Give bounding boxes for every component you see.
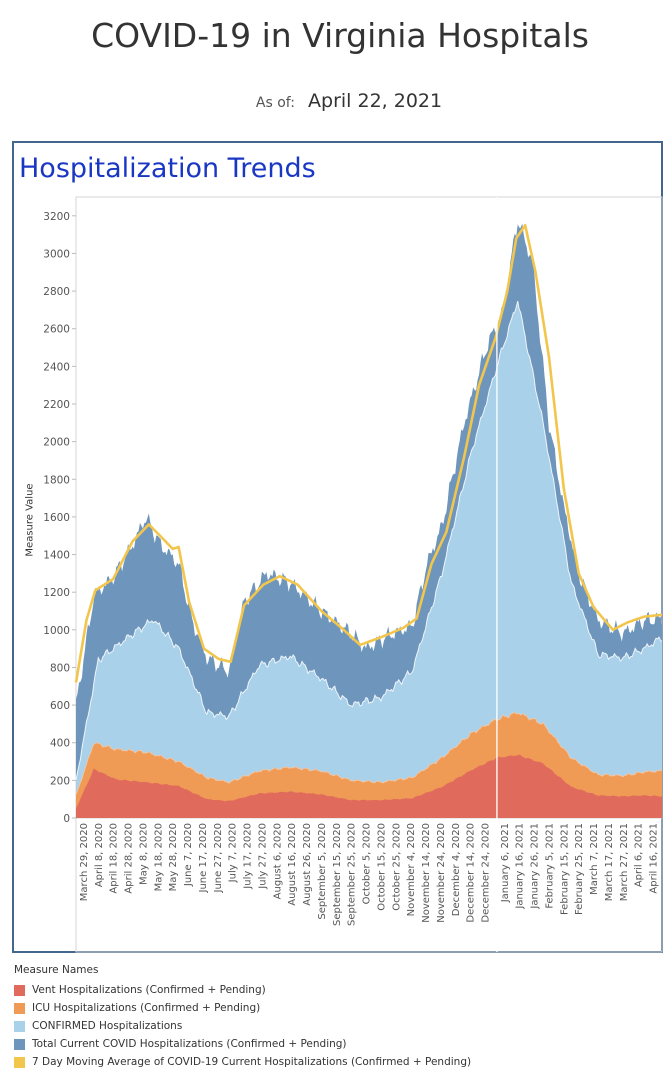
x-tick-label: January 26, 2021	[530, 823, 541, 910]
area-edge	[75, 300, 663, 780]
x-tick-label: March 27, 2021	[619, 823, 630, 901]
legend-item-vent[interactable]: Vent Hospitalizations (Confirmed + Pendi…	[14, 981, 471, 999]
y-tick-label: 1600	[43, 512, 70, 524]
x-tick-label: June 27, 2020	[213, 823, 224, 894]
legend-swatch	[14, 1002, 25, 1014]
legend-label: ICU Hospitalizations (Confirmed + Pendin…	[32, 1002, 261, 1014]
y-tick-label: 600	[50, 700, 70, 712]
y-tick-label: 1000	[43, 625, 70, 637]
y-tick-label: 2400	[43, 361, 70, 373]
x-tick-label: January 6, 2021	[500, 823, 511, 903]
y-tick-label: 400	[50, 738, 70, 750]
legend-title: Measure Names	[14, 964, 99, 976]
y-tick-label: 2600	[43, 324, 70, 336]
y-tick-label: 2000	[43, 437, 70, 449]
legend: Measure Names Vent Hospitalizations (Con…	[14, 964, 471, 1071]
as-of-line: As of: April 22, 2021	[0, 90, 671, 112]
x-tick-label: March 17, 2021	[604, 823, 615, 901]
y-tick-label: 1800	[43, 474, 70, 486]
x-tick-label: April 18, 2020	[109, 823, 120, 894]
y-tick-label: 800	[50, 662, 70, 674]
x-tick-label: August 6, 2020	[272, 823, 283, 899]
area-confirmed	[76, 301, 662, 819]
x-tick-label: December 24, 2020	[481, 823, 492, 923]
x-tick-label: October 15, 2020	[376, 823, 387, 911]
x-tick-label: November 4, 2020	[406, 823, 417, 916]
x-tick-label: April 6, 2021	[634, 823, 645, 887]
x-tick-label: March 29, 2020	[79, 823, 90, 901]
legend-swatch	[14, 1056, 25, 1068]
y-tick-label: 1200	[43, 587, 70, 599]
legend-item-moving-average[interactable]: 7 Day Moving Average of COVID-19 Current…	[14, 1053, 471, 1071]
x-tick-label: August 26, 2020	[302, 823, 313, 906]
moving-average-line	[74, 223, 663, 683]
x-tick-label: April 16, 2021	[649, 823, 660, 894]
x-tick-label: June 17, 2020	[198, 823, 209, 894]
x-tick-label: June 7, 2020	[183, 823, 194, 887]
legend-label: CONFIRMED Hospitalizations	[32, 1020, 183, 1032]
legend-item-icu[interactable]: ICU Hospitalizations (Confirmed + Pendin…	[14, 999, 471, 1017]
x-tick-label: July 7, 2020	[228, 823, 239, 883]
x-tick-label: December 14, 2020	[466, 823, 477, 923]
x-tick-label: September 15, 2020	[332, 823, 343, 926]
x-tick-label: April 8, 2020	[94, 823, 105, 887]
hospitalization-chart: 0 200 400 600 800 1000 1200 1400 1600 1800 2000 220…	[43, 196, 663, 953]
x-tick-label: February 15, 2021	[559, 823, 570, 915]
legend-swatch	[14, 984, 25, 996]
legend-swatch	[14, 1038, 25, 1050]
x-tick-label: July 27, 2020	[257, 823, 268, 890]
x-tick-label: March 7, 2021	[589, 823, 600, 895]
x-tick-label: September 5, 2020	[317, 823, 328, 920]
y-tick-label: 3200	[43, 211, 70, 223]
x-tick-label: May 8, 2020	[138, 823, 149, 885]
x-tick-label: May 28, 2020	[168, 823, 179, 891]
as-of-label: As of:	[255, 95, 295, 111]
x-tick-label: April 28, 2020	[124, 823, 135, 894]
y-tick-label: 2800	[43, 286, 70, 298]
x-tick-label: September 25, 2020	[347, 823, 358, 926]
x-tick-label: July 17, 2020	[243, 823, 254, 890]
legend-item-confirmed[interactable]: CONFIRMED Hospitalizations	[14, 1017, 471, 1035]
legend-label: Vent Hospitalizations (Confirmed + Pendi…	[32, 984, 266, 996]
legend-item-total[interactable]: Total Current COVID Hospitalizations (Co…	[14, 1035, 471, 1053]
x-tick-label: October 5, 2020	[362, 823, 373, 904]
x-tick-label: August 16, 2020	[287, 823, 298, 906]
x-tick-label: February 25, 2021	[574, 823, 585, 915]
y-tick-label: 3000	[43, 248, 70, 260]
x-tick-label: January 16, 2021	[515, 823, 526, 910]
area-edge	[75, 711, 663, 795]
y-tick-label: 2200	[43, 399, 70, 411]
x-tick-label: December 4, 2020	[451, 823, 462, 916]
y-tick-label: 200	[50, 775, 70, 787]
y-tick-label: 1400	[43, 550, 70, 562]
x-tick-label: October 25, 2020	[391, 823, 402, 911]
legend-swatch	[14, 1020, 25, 1032]
section-title: Hospitalization Trends	[19, 153, 316, 184]
legend-label: Total Current COVID Hospitalizations (Co…	[32, 1038, 347, 1050]
as-of-date: April 22, 2021	[308, 90, 443, 112]
y-tick-label: 0	[63, 813, 70, 825]
x-tick-label: November 14, 2020	[421, 823, 432, 923]
page-title: COVID-19 in Virginia Hospitals	[91, 16, 589, 55]
x-tick-label: November 24, 2020	[436, 823, 447, 923]
area-vent	[76, 754, 662, 818]
x-tick-label: February 5, 2021	[545, 823, 556, 909]
legend-label: 7 Day Moving Average of COVID-19 Current…	[32, 1056, 472, 1068]
x-tick-label: May 18, 2020	[153, 823, 164, 891]
